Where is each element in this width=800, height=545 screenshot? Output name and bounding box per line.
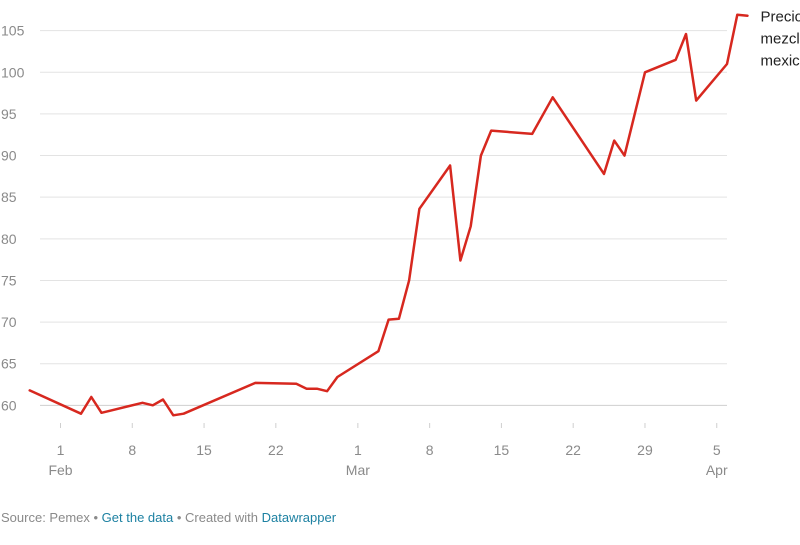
created-with-text: Created with (185, 510, 258, 525)
y-tick-label: 65 (1, 356, 17, 372)
series-label: Precio mezcla mexicana (761, 9, 800, 70)
footer-separator: • (173, 510, 185, 525)
y-tick-label: 85 (1, 189, 17, 205)
x-tick-label: 15 (196, 442, 212, 458)
y-tick-label: 105 (1, 23, 25, 39)
y-tick-label: 95 (1, 106, 17, 122)
y-axis-ticks: 60 65 70 75 80 85 90 95 100 105 (1, 23, 25, 414)
series-line (28, 13, 749, 417)
footer-separator: • (89, 510, 102, 525)
line-chart: 60 65 70 75 80 85 90 95 100 105 1 Feb 8 15 22 1 Mar 8 15 2… (1, 9, 800, 478)
series-name-line: mezcla (761, 31, 800, 48)
x-tick-month-label: Apr (706, 462, 728, 478)
y-tick-label: 75 (1, 272, 17, 288)
get-the-data-link[interactable]: Get the data (101, 510, 174, 525)
x-tick-month-label: Mar (346, 462, 370, 478)
series-name-line: Precio (761, 9, 800, 26)
x-axis-ticks: 1 Feb 8 15 22 1 Mar 8 15 22 29 5 Apr (48, 423, 728, 478)
chart-footer: Source: Pemex • Get the data • Created w… (1, 510, 336, 525)
y-tick-label: 70 (1, 314, 17, 330)
y-tick-label: 60 (1, 397, 17, 413)
gridlines (40, 30, 727, 406)
x-tick-label: 8 (426, 442, 434, 458)
x-tick-label: 5 (713, 442, 721, 458)
x-tick-label: 8 (128, 442, 136, 458)
x-tick-month-label: Feb (48, 462, 72, 478)
x-tick-label: 22 (268, 442, 284, 458)
series-name-line: mexicana (761, 53, 800, 70)
x-tick-label: 15 (494, 442, 510, 458)
y-tick-label: 100 (1, 64, 25, 80)
x-tick-label: 22 (565, 442, 581, 458)
x-tick-label: 1 (354, 442, 362, 458)
x-tick-label: 1 (57, 442, 65, 458)
source-text: Source: Pemex (1, 510, 90, 525)
x-tick-label: 29 (637, 442, 653, 458)
series-name-label: Precio mezcla mexicana (761, 9, 800, 70)
series-group (28, 13, 749, 417)
y-tick-label: 90 (1, 148, 17, 164)
datawrapper-link[interactable]: Datawrapper (261, 510, 337, 525)
y-tick-label: 80 (1, 231, 17, 247)
